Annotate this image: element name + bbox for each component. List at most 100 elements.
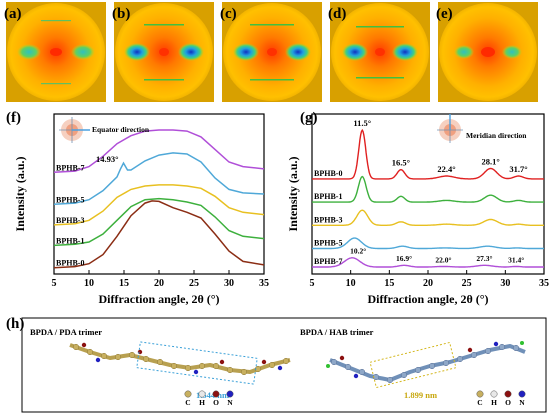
panel-label-d: (d) — [328, 6, 346, 22]
series-label-BPHB-3: BPHB-3 — [56, 216, 84, 225]
chart-f-xlabel: Diffraction angle, 2θ (°) — [98, 292, 219, 306]
series-line-BPHB-3 — [53, 184, 265, 226]
tick-label-15: 15 — [119, 278, 129, 289]
panel-label-g: (g) — [300, 110, 318, 126]
series-label-BPHB-0: BPHB-0 — [56, 259, 84, 268]
chart-g-peak-labels: 11.5° 16.5° 22.4° 28.1° 31.7° 10.2° 16.9° 22.0°… — [350, 118, 527, 264]
series-label-g-BPHB-5: BPHB-5 — [314, 238, 342, 247]
series-line-BPHB-0 — [53, 200, 265, 269]
series-label-g-BPHB-3: BPHB-3 — [314, 215, 342, 224]
panel-label-b: (b) — [112, 6, 130, 22]
peak-label-bottom-2: 22.0° — [435, 255, 451, 264]
legend-label-N: N — [519, 398, 525, 407]
tick-label-g-15: 15 — [384, 278, 394, 289]
chart-g-ticks: 5 10 15 20 25 30 35 — [310, 270, 549, 289]
legend-label-N: N — [227, 398, 233, 407]
tick-label-g-10: 10 — [346, 278, 356, 289]
chart-f: (f) 5 10 15 20 25 30 35 BPHB-0BPHB-1BPHB-3BPHB… — [6, 110, 269, 306]
chart-g-xlabel: Diffraction angle, 2θ (°) — [367, 292, 488, 306]
tick-label-g-30: 30 — [500, 278, 510, 289]
peak-label-bottom-1: 16.9° — [396, 254, 412, 263]
panel-label-h: (h) — [6, 316, 24, 332]
chart-f-series — [53, 129, 265, 269]
waxd-pattern-d: (d) — [328, 2, 430, 102]
peak-label-top-3: 28.1° — [481, 156, 499, 166]
legend-swatch-H — [198, 390, 206, 398]
series-label-g-BPHB-7: BPHB-7 — [314, 257, 342, 266]
legend-label-H: H — [199, 398, 205, 407]
tick-label-10: 10 — [84, 278, 94, 289]
panel-h: (h) BPDA / PDA trimer BPDA / HAB trimer … — [6, 316, 547, 413]
chart-g-series-labels: BPHB-0 BPHB-1 BPHB-3 BPHB-5 BPHB-7 — [314, 169, 342, 266]
legend-swatch-C — [476, 390, 484, 398]
tick-label-5: 5 — [52, 278, 57, 289]
series-line-g-BPHB-0 — [312, 128, 544, 180]
tick-label-g-25: 25 — [462, 278, 472, 289]
chart-f-ticks: 5 10 15 20 25 30 35 — [52, 270, 269, 289]
peak-label-top-2: 22.4° — [437, 164, 455, 174]
legend-label-H: H — [491, 398, 497, 407]
waxd-pattern-c: (c) — [220, 2, 322, 102]
equator-inset-icon — [59, 117, 90, 143]
peak-label-top-0: 11.5° — [353, 118, 371, 128]
chart-f-ylabel: Intensity (a.u.) — [13, 156, 27, 231]
chart-g-ylabel: Intensity (a.u.) — [286, 156, 300, 231]
legend-label-C: C — [477, 398, 482, 407]
chart-f-series-labels: BPHB-0 BPHB-1 BPHB-3 BPHB-5 BPHB-7 — [56, 163, 84, 267]
panel-label-f: (f) — [6, 110, 21, 126]
tick-label-g-35: 35 — [539, 278, 549, 289]
right-length-box — [369, 341, 457, 389]
chart-g-series — [312, 128, 544, 268]
tick-label-25: 25 — [189, 278, 199, 289]
panel-label-c: (c) — [220, 6, 237, 22]
bpda-hab-trimer-molecule — [326, 341, 526, 384]
tick-label-20: 20 — [154, 278, 164, 289]
legend-swatch-O — [212, 390, 220, 398]
series-label-BPHB-1: BPHB-1 — [56, 236, 84, 245]
chart-f-frame — [53, 113, 265, 275]
bpda-pda-trimer-molecule — [69, 342, 291, 376]
panel-h-frame — [21, 317, 547, 413]
peak-label-bottom-3: 27.3° — [476, 254, 492, 263]
legend-label-O: O — [213, 398, 219, 407]
series-label-BPHB-5: BPHB-5 — [56, 195, 84, 204]
legend-label-O: O — [505, 398, 511, 407]
series-line-g-BPHB-5 — [312, 237, 544, 250]
legend-label-C: C — [185, 398, 190, 407]
series-line-BPHB-5 — [53, 152, 265, 206]
chart-f-inset-label: Equator direction — [92, 125, 150, 134]
waxd-pattern-b: (b) — [112, 2, 214, 102]
panel-label-a: (a) — [4, 6, 22, 22]
chart-g: (g) 5 10 15 20 25 30 35 BPHB-0BPHB-1BPHB-3BPHB… — [286, 110, 549, 306]
waxd-row: (a) (b) (c) — [4, 2, 538, 102]
panel-h-left-title: BPDA / PDA trimer — [30, 327, 102, 337]
series-line-BPHB-1 — [53, 197, 265, 247]
legend-swatch-O — [504, 390, 512, 398]
panel-h-left-length: 1.544 nm — [196, 390, 229, 400]
series-label-g-BPHB-0: BPHB-0 — [314, 169, 342, 178]
panel-h-right-title: BPDA / HAB trimer — [300, 327, 374, 337]
series-label-BPHB-7: BPHB-7 — [56, 163, 84, 172]
series-label-g-BPHB-1: BPHB-1 — [314, 192, 342, 201]
peak-label-bottom-4: 31.4° — [508, 255, 524, 264]
legend-swatch-N — [518, 390, 526, 398]
chart-f-annotation-peak: 14.93° — [96, 154, 119, 164]
tick-label-g-5: 5 — [310, 278, 315, 289]
panel-label-e: (e) — [436, 6, 453, 22]
legend-swatch-N — [226, 390, 234, 398]
waxd-pattern-a: (a) — [4, 2, 106, 102]
series-line-g-BPHB-7 — [312, 257, 544, 268]
peak-label-top-1: 16.5° — [392, 158, 410, 168]
chart-g-inset-label: Meridian direction — [466, 131, 527, 140]
panel-h-right-length: 1.899 nm — [404, 390, 437, 400]
legend-swatch-C — [184, 390, 192, 398]
series-line-g-BPHB-1 — [312, 175, 544, 203]
tick-label-35: 35 — [259, 278, 269, 289]
peak-label-top-4: 31.7° — [509, 164, 527, 174]
waxd-pattern-e: (e) — [436, 2, 538, 102]
peak-label-bottom-0: 10.2° — [350, 247, 366, 256]
series-line-BPHB-7 — [53, 129, 265, 174]
